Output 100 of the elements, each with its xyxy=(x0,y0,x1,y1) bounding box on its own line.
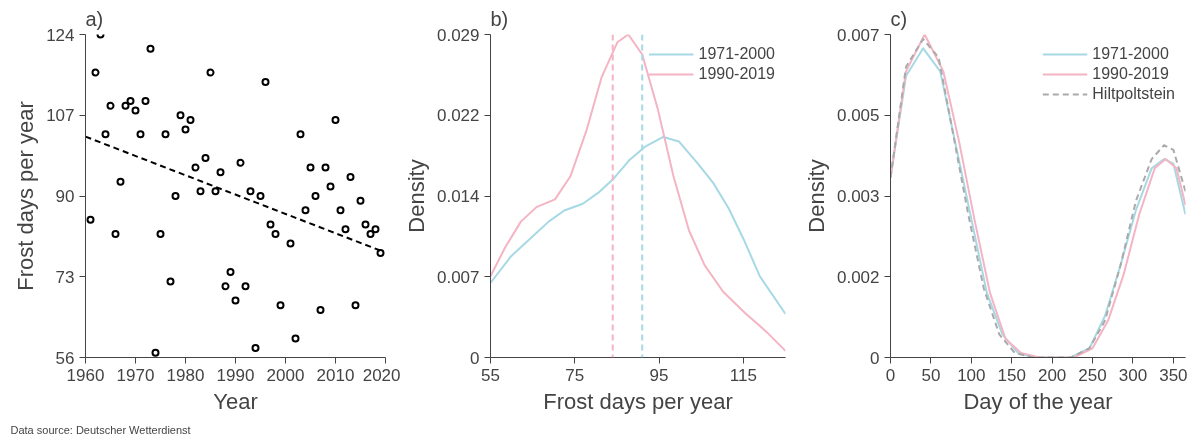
point xyxy=(86,215,95,224)
x-axis-title: Year xyxy=(213,388,258,414)
y-tick-label: 0.003 xyxy=(836,187,880,206)
point xyxy=(156,230,165,238)
y-tick-label: 0.007 xyxy=(836,25,880,45)
point xyxy=(296,130,305,139)
point xyxy=(241,282,250,291)
y-tick-label: 0.014 xyxy=(436,187,480,206)
point xyxy=(201,154,210,162)
x-tick-label: 75 xyxy=(565,365,585,385)
x-tick-label: 55 xyxy=(481,365,500,385)
y-tick-label: 0 xyxy=(870,348,880,368)
x-tick-label: 2010 xyxy=(316,365,355,385)
x-tick-label: 95 xyxy=(649,365,669,385)
point xyxy=(151,348,160,357)
y-tick-label: 124 xyxy=(46,25,75,45)
point xyxy=(131,106,140,115)
point xyxy=(266,220,275,229)
point xyxy=(101,130,110,139)
point xyxy=(236,158,245,167)
point xyxy=(306,163,315,172)
point xyxy=(121,101,130,110)
point xyxy=(231,296,240,305)
y-axis-title: Density xyxy=(403,159,429,233)
x-tick-label: 2020 xyxy=(362,365,401,385)
y-tick-label: 90 xyxy=(55,187,75,206)
point xyxy=(291,334,300,343)
y-tick-label: 0.005 xyxy=(836,106,880,126)
y-tick-label: 0.022 xyxy=(436,106,480,126)
y-axis-title: Density xyxy=(803,159,829,233)
point xyxy=(251,344,260,352)
point xyxy=(136,130,145,139)
x-tick-label: 200 xyxy=(1037,365,1067,385)
point xyxy=(176,111,185,120)
legend-label: 1990-2019 xyxy=(698,65,775,83)
point xyxy=(141,97,150,105)
y-tick-label: 0 xyxy=(470,348,480,368)
chart-title: b) xyxy=(490,7,509,30)
y-tick-label: 56 xyxy=(55,348,75,368)
point xyxy=(166,277,175,286)
chart-title: a) xyxy=(85,7,104,30)
point xyxy=(326,182,335,191)
point xyxy=(271,230,280,238)
y-tick-label: 0.007 xyxy=(436,267,480,287)
point xyxy=(181,125,190,134)
point xyxy=(191,163,200,172)
y-tick-label: 107 xyxy=(46,106,75,126)
point xyxy=(211,187,220,196)
source-note: Data source: Deutscher Wetterdienst xyxy=(10,423,191,436)
chart-title: c) xyxy=(890,7,908,30)
point xyxy=(246,187,255,196)
x-tick-label: 2000 xyxy=(266,365,305,385)
point xyxy=(301,206,310,215)
point xyxy=(91,68,100,77)
point xyxy=(311,192,320,200)
legend-label: 1971-2000 xyxy=(698,45,775,63)
point xyxy=(376,249,385,257)
point xyxy=(371,225,380,234)
point xyxy=(351,301,360,310)
point xyxy=(126,97,135,105)
point xyxy=(261,78,270,86)
point xyxy=(161,130,170,139)
point xyxy=(346,173,355,181)
legend-label: 1971-2000 xyxy=(1092,45,1169,63)
x-tick-label: 350 xyxy=(1159,365,1188,385)
y-tick-label: 0.029 xyxy=(436,25,480,45)
x-axis-title: Day of the year xyxy=(963,388,1113,414)
point xyxy=(221,282,230,291)
point xyxy=(321,163,330,172)
x-tick-label: 150 xyxy=(997,365,1026,385)
x-tick-label: 1980 xyxy=(166,365,205,385)
point xyxy=(146,44,155,53)
point xyxy=(216,168,225,177)
point xyxy=(186,116,195,124)
point xyxy=(331,116,340,124)
point xyxy=(341,225,350,234)
x-tick-label: 1960 xyxy=(66,365,105,385)
point xyxy=(316,306,325,314)
point xyxy=(171,192,180,200)
x-tick-label: 1970 xyxy=(116,365,155,385)
x-tick-label: 100 xyxy=(957,365,986,385)
legend-label: 1990-2019 xyxy=(1092,65,1169,83)
x-tick-label: 50 xyxy=(921,365,941,385)
x-tick-label: 1990 xyxy=(216,365,255,385)
point xyxy=(361,220,370,229)
point xyxy=(336,206,345,215)
x-tick-label: 250 xyxy=(1078,365,1107,385)
x-axis-title: Frost days per year xyxy=(543,388,733,414)
point xyxy=(256,192,265,200)
point xyxy=(356,196,365,205)
point xyxy=(286,239,295,248)
point xyxy=(196,187,205,196)
y-tick-label: 0.002 xyxy=(836,267,880,287)
point xyxy=(366,230,375,238)
y-axis-title: Frost days per year xyxy=(13,101,39,291)
x-tick-label: 0 xyxy=(885,365,896,385)
point xyxy=(111,230,120,238)
legend-label: Hiltpoltstein xyxy=(1092,85,1175,103)
point xyxy=(116,177,125,186)
point xyxy=(106,101,115,110)
